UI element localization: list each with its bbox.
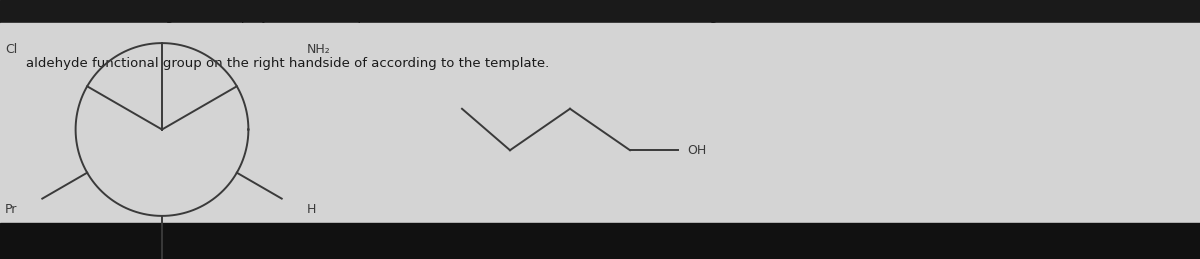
- Text: Cl: Cl: [5, 43, 18, 56]
- Text: aldehyde functional group on the right handside of according to the template.: aldehyde functional group on the right h…: [26, 57, 550, 70]
- Text: NH₂: NH₂: [306, 43, 330, 56]
- Bar: [0, 0, 1200, 23]
- Text: H: H: [306, 203, 316, 216]
- Bar: [0, 223, 1200, 259]
- Bar: [0, 23, 1200, 223]
- Text: a. Convert the following Newman projection of compound G to a three dimensional : a. Convert the following Newman projecti…: [14, 10, 910, 23]
- Text: Pr: Pr: [5, 203, 18, 216]
- Text: OH: OH: [688, 144, 707, 157]
